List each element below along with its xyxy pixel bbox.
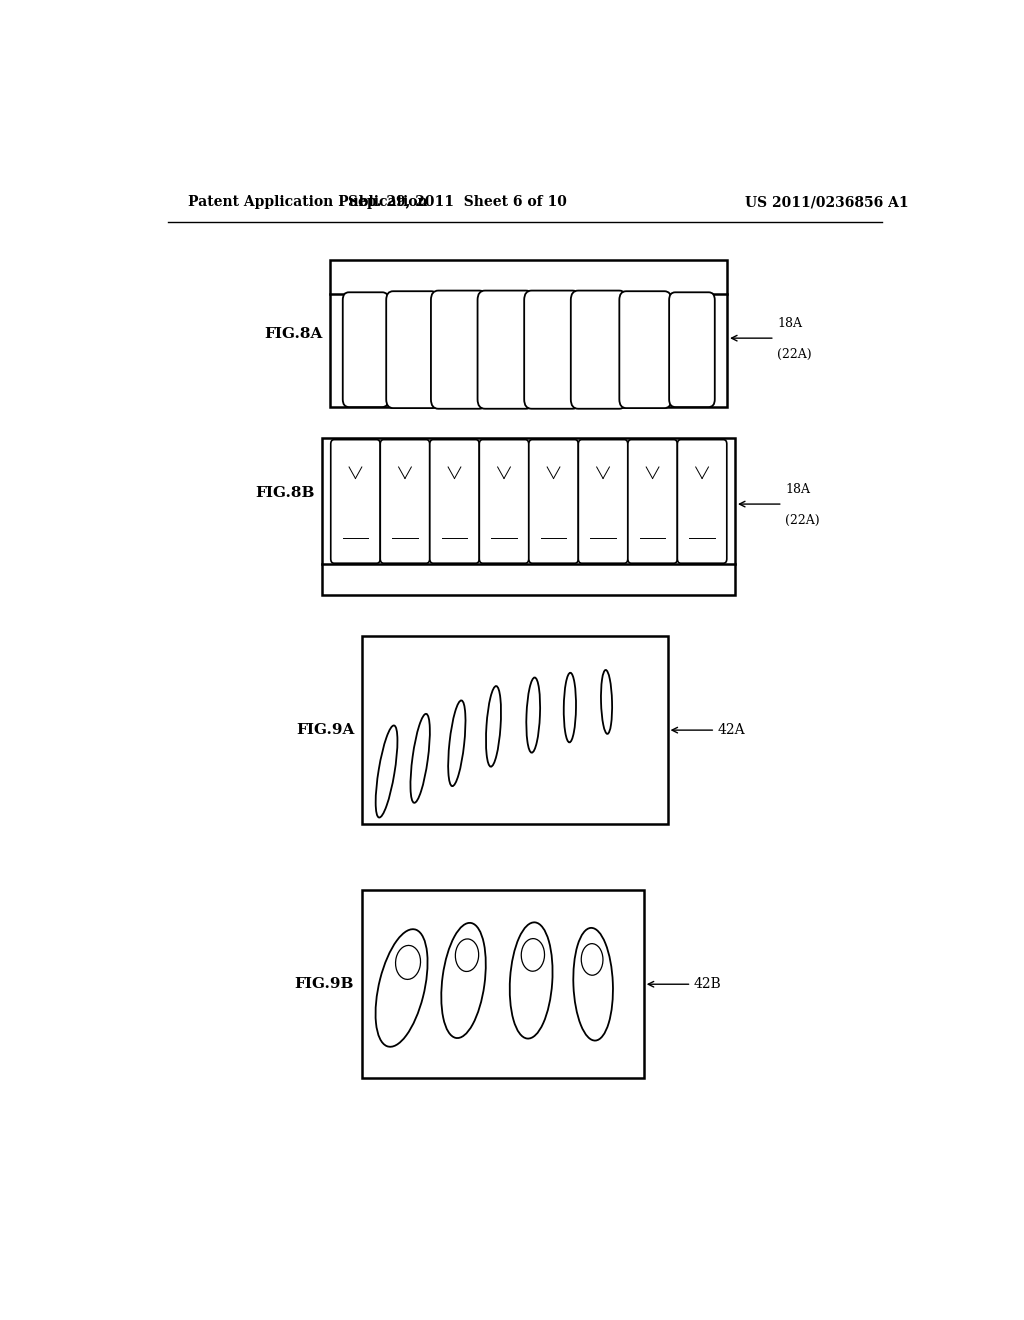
Ellipse shape — [521, 939, 545, 972]
Ellipse shape — [486, 686, 501, 767]
Ellipse shape — [395, 945, 421, 979]
Text: 18A: 18A — [777, 317, 802, 330]
Ellipse shape — [573, 928, 613, 1040]
Ellipse shape — [449, 701, 466, 787]
FancyBboxPatch shape — [431, 290, 486, 409]
Bar — [362, 636, 668, 824]
Text: FIG.9A: FIG.9A — [296, 723, 354, 737]
Bar — [331, 260, 727, 408]
Ellipse shape — [441, 923, 485, 1038]
Text: FIG.8A: FIG.8A — [264, 327, 323, 341]
Ellipse shape — [376, 726, 397, 817]
Ellipse shape — [582, 944, 603, 975]
Ellipse shape — [601, 671, 612, 734]
FancyBboxPatch shape — [524, 290, 580, 409]
FancyBboxPatch shape — [343, 292, 388, 407]
Bar — [323, 438, 735, 595]
Text: 18A: 18A — [785, 483, 810, 496]
Text: FIG.9B: FIG.9B — [295, 977, 354, 991]
Text: US 2011/0236856 A1: US 2011/0236856 A1 — [744, 195, 908, 209]
FancyBboxPatch shape — [628, 440, 677, 564]
FancyBboxPatch shape — [528, 440, 579, 564]
Text: (22A): (22A) — [777, 348, 812, 362]
FancyBboxPatch shape — [386, 292, 438, 408]
FancyBboxPatch shape — [430, 440, 479, 564]
FancyBboxPatch shape — [669, 292, 715, 407]
Text: 42B: 42B — [694, 977, 722, 991]
Ellipse shape — [376, 929, 428, 1047]
Text: Sep. 29, 2011  Sheet 6 of 10: Sep. 29, 2011 Sheet 6 of 10 — [348, 195, 566, 209]
Ellipse shape — [510, 923, 553, 1039]
Text: 42A: 42A — [718, 723, 745, 737]
FancyBboxPatch shape — [620, 292, 672, 408]
FancyBboxPatch shape — [380, 440, 430, 564]
FancyBboxPatch shape — [479, 440, 528, 564]
Ellipse shape — [456, 939, 478, 972]
Ellipse shape — [526, 677, 540, 752]
FancyBboxPatch shape — [678, 440, 727, 564]
FancyBboxPatch shape — [570, 290, 627, 409]
Text: (22A): (22A) — [785, 515, 820, 527]
FancyBboxPatch shape — [331, 440, 380, 564]
Ellipse shape — [411, 714, 430, 803]
FancyBboxPatch shape — [579, 440, 628, 564]
Text: Patent Application Publication: Patent Application Publication — [187, 195, 427, 209]
Text: FIG.8B: FIG.8B — [255, 486, 314, 500]
Ellipse shape — [564, 673, 577, 742]
Bar — [362, 890, 644, 1078]
FancyBboxPatch shape — [477, 290, 534, 409]
